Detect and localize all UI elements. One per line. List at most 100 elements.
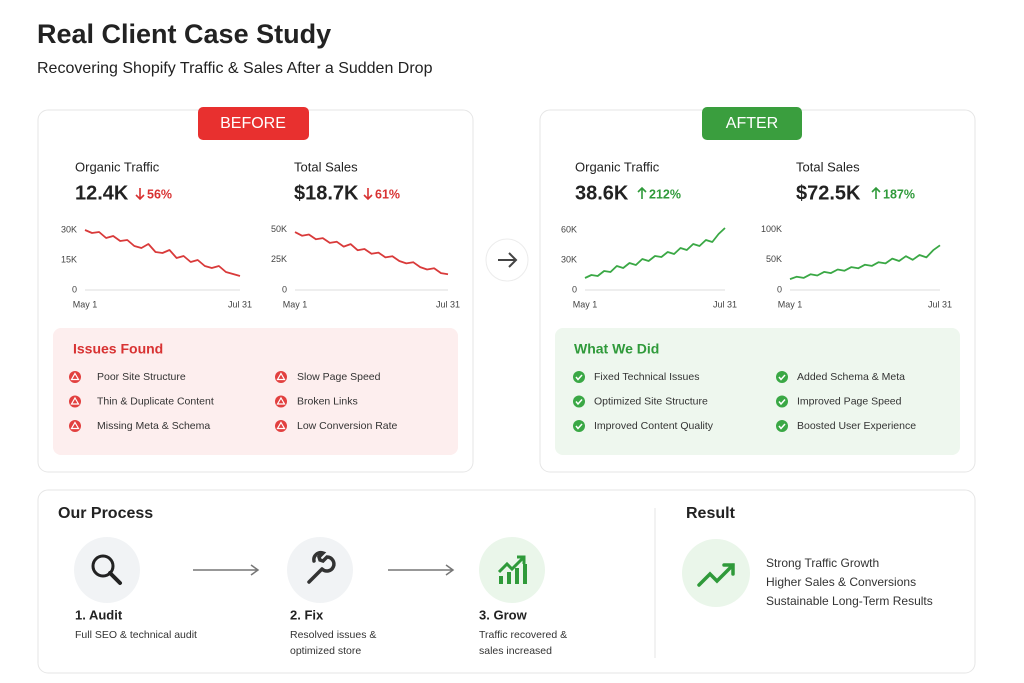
box-item: Thin & Duplicate Content xyxy=(97,395,214,407)
x-tick-label: Jul 31 xyxy=(713,299,737,309)
warning-mark xyxy=(70,372,80,381)
y-tick-label: 100K xyxy=(761,224,782,234)
warning-mark xyxy=(70,396,80,405)
step-desc: Full SEO & technical audit xyxy=(75,629,197,641)
warning-mark xyxy=(276,372,286,381)
metric-change: 61% xyxy=(375,187,400,201)
before-badge-label: BEFORE xyxy=(220,115,286,132)
after-badge xyxy=(702,107,802,140)
result-item: Sustainable Long-Term Results xyxy=(766,594,933,608)
issues-box xyxy=(53,328,458,455)
check-mark xyxy=(778,399,786,406)
grow-icon xyxy=(497,555,526,574)
line xyxy=(789,244,941,280)
check-icon xyxy=(573,420,585,432)
process-title: Our Process xyxy=(58,505,153,522)
down-arrow xyxy=(363,188,373,201)
audit-circle xyxy=(74,537,140,603)
y-tick-label: 30K xyxy=(561,254,577,264)
grow-bar xyxy=(515,568,519,584)
title: Real Client Case Study xyxy=(37,19,331,49)
box-item: Missing Meta & Schema xyxy=(97,420,210,432)
box-item: Low Conversion Rate xyxy=(297,420,398,432)
warning-mark xyxy=(276,396,286,405)
check-icon xyxy=(573,371,585,383)
search-icon xyxy=(91,554,115,578)
x-tick-label: Jul 31 xyxy=(228,299,252,309)
box-item: Fixed Technical Issues xyxy=(594,371,699,383)
y-tick-label: 50K xyxy=(271,224,287,234)
warning-mark xyxy=(276,421,286,430)
line xyxy=(294,231,449,276)
y-tick-label: 30K xyxy=(61,224,77,234)
metric-value: 12.4K xyxy=(75,182,129,204)
arrow-icon xyxy=(498,252,518,268)
search-handle xyxy=(108,571,122,585)
subtitle: Recovering Shopify Traffic & Sales After… xyxy=(37,60,433,77)
check-icon xyxy=(573,395,585,408)
warning-mark xyxy=(70,421,80,430)
y-tick-label: 0 xyxy=(777,284,782,294)
step-title: 2. Fix xyxy=(290,607,324,622)
did-box xyxy=(555,328,960,455)
check-icon xyxy=(776,420,788,432)
x-tick-label: Jul 31 xyxy=(436,299,460,309)
box-item: Broken Links xyxy=(297,395,358,407)
step-desc: sales increased xyxy=(479,645,552,657)
result-title: Result xyxy=(686,505,736,522)
y-tick-label: 0 xyxy=(72,284,77,294)
metric-change: 56% xyxy=(147,187,172,201)
grow-bar xyxy=(507,572,511,584)
box-item: Added Schema & Meta xyxy=(797,371,905,383)
metric-change: 212% xyxy=(649,187,681,201)
box-item: Optimized Site Structure xyxy=(594,395,708,407)
x-tick-label: May 1 xyxy=(283,299,308,309)
before-badge xyxy=(198,107,309,140)
result-icon xyxy=(697,563,735,587)
check-icon xyxy=(776,371,788,383)
up-arrow xyxy=(871,186,881,199)
check-mark xyxy=(778,423,786,430)
step-title: 1. Audit xyxy=(75,607,123,622)
up-arrow xyxy=(637,186,647,199)
check-mark xyxy=(575,423,583,430)
check-mark xyxy=(778,374,786,381)
x-tick-label: May 1 xyxy=(73,299,98,309)
y-tick-label: 0 xyxy=(572,284,577,294)
y-tick-label: 60K xyxy=(561,224,577,234)
box-item: Poor Site Structure xyxy=(97,371,186,383)
issues-title: Issues Found xyxy=(73,341,163,357)
x-tick-label: Jul 31 xyxy=(928,299,952,309)
process-arrow xyxy=(388,564,455,576)
grow-bar xyxy=(523,564,527,584)
metric-label: Total Sales xyxy=(294,159,358,174)
result-item: Strong Traffic Growth xyxy=(766,556,879,570)
box-item: Improved Page Speed xyxy=(797,395,902,407)
step-desc: Resolved issues & xyxy=(290,629,376,641)
check-icon xyxy=(776,395,788,408)
did-title: What We Did xyxy=(574,341,659,357)
line xyxy=(584,227,726,279)
metric-label: Organic Traffic xyxy=(75,159,160,174)
after-badge-label: AFTER xyxy=(726,115,778,132)
y-tick-label: 0 xyxy=(282,284,287,294)
box-item: Improved Content Quality xyxy=(594,420,714,432)
process-arrow xyxy=(193,564,260,576)
y-tick-label: 15K xyxy=(61,254,77,264)
result-item: Higher Sales & Conversions xyxy=(766,575,916,589)
box-item: Slow Page Speed xyxy=(297,371,381,383)
metric-value: $18.7K xyxy=(294,182,359,204)
box-item: Boosted User Experience xyxy=(797,420,916,432)
step-desc: optimized store xyxy=(290,645,361,657)
metric-label: Total Sales xyxy=(796,159,860,174)
x-tick-label: May 1 xyxy=(778,299,803,309)
y-tick-label: 25K xyxy=(271,254,287,264)
grow-bar xyxy=(499,576,503,584)
line xyxy=(84,229,241,277)
check-mark xyxy=(575,399,583,406)
step-desc: Traffic recovered & xyxy=(479,629,567,641)
metric-change: 187% xyxy=(883,187,915,201)
wrench-icon xyxy=(307,550,336,584)
step-title: 3. Grow xyxy=(479,607,528,622)
x-tick-label: May 1 xyxy=(573,299,598,309)
